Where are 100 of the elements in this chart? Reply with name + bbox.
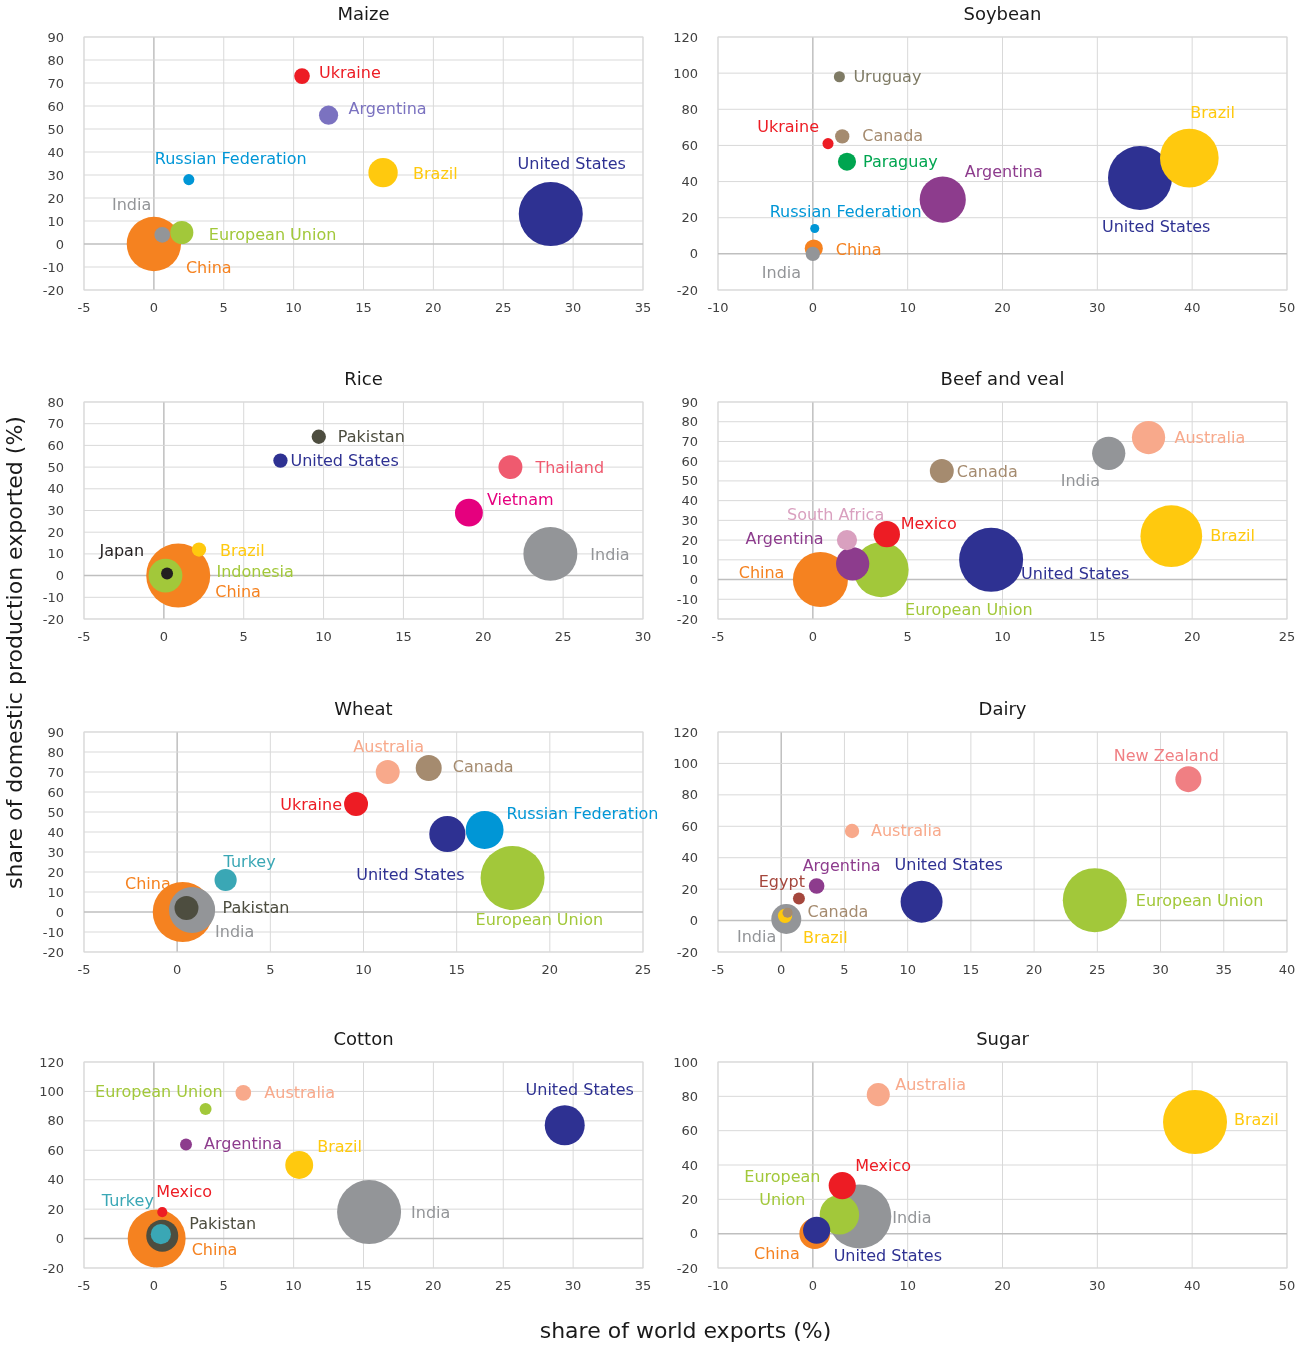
series-label: Brazil — [803, 927, 848, 947]
x-tick-label: -5 — [77, 629, 91, 644]
series-label: Paraguay — [862, 151, 938, 171]
series-label: Argentina — [348, 98, 427, 118]
x-tick-label: -5 — [77, 962, 91, 977]
x-tick-label: 20 — [1183, 629, 1201, 644]
series-label: India — [1060, 470, 1100, 490]
x-tick-label: 20 — [425, 300, 442, 315]
x-tick-label: 50 — [1278, 300, 1296, 315]
series-label: European Union — [208, 224, 337, 243]
y-tick-label: 80 — [681, 787, 698, 803]
y-tick-label: 30 — [47, 503, 64, 518]
series-label: India — [590, 544, 630, 564]
series-label: Russian Federation — [154, 148, 307, 168]
y-tick-label: 80 — [47, 744, 64, 760]
y-tick-label: 60 — [681, 453, 698, 469]
series-label: Canada — [452, 756, 514, 776]
y-tick-label: 100 — [673, 65, 698, 81]
series-label: European Union — [905, 599, 1033, 619]
x-tick-label: -5 — [711, 962, 725, 977]
y-tick-label: 60 — [681, 1123, 698, 1139]
y-tick-label: 70 — [47, 764, 64, 780]
y-tick-label: 40 — [47, 1172, 64, 1188]
y-tick-label: 50 — [47, 459, 64, 475]
chart-title: Beef and veal — [940, 368, 1065, 389]
y-tick-label: 120 — [673, 724, 698, 740]
series-label: Brazil — [317, 1136, 362, 1156]
x-tick-label: 30 — [634, 629, 652, 644]
y-tick-label: 20 — [47, 524, 64, 540]
y-tick-label: 40 — [47, 481, 64, 497]
x-tick-label: -5 — [77, 300, 91, 315]
x-tick-label: 0 — [159, 629, 168, 644]
y-tick-label: 90 — [681, 394, 698, 410]
chart-title: Wheat — [334, 698, 393, 719]
x-tick-label: 5 — [840, 962, 849, 977]
series-label: India — [737, 926, 777, 946]
x-tick-label: 40 — [1278, 962, 1296, 977]
y-tick-label: -20 — [676, 282, 698, 298]
x-axis-title: share of world exports (%) — [539, 1318, 832, 1343]
x-tick-label: 25 — [554, 629, 572, 644]
y-tick-label: 40 — [47, 824, 64, 840]
series-label: United States — [517, 153, 626, 173]
text: Indonesia — [216, 561, 294, 581]
series-label: China — [738, 562, 785, 582]
series-label: Mexico — [900, 513, 957, 533]
series-label: Brazil — [219, 540, 265, 560]
series-label: Japan — [98, 540, 145, 560]
series-label: Ukraine — [280, 794, 343, 814]
y-tick-label: 20 — [47, 190, 64, 206]
x-tick-label: 30 — [1089, 300, 1106, 315]
y-tick-label: 30 — [47, 844, 64, 860]
x-tick-label: 0 — [808, 629, 817, 644]
series-label: Pakistan — [222, 897, 290, 917]
series-label: Australia — [264, 1082, 336, 1102]
y-tick-label: 120 — [39, 1054, 64, 1070]
x-tick-label: 25 — [494, 1278, 512, 1293]
x-tick-label: 30 — [1089, 1278, 1106, 1293]
series-label: Argentina — [964, 161, 1043, 181]
x-tick-label: 5 — [266, 962, 275, 977]
series-label: United States — [1102, 216, 1211, 236]
x-tick-label: 10 — [899, 300, 916, 315]
series-label: India — [111, 194, 152, 214]
x-tick-label: 0 — [149, 1278, 159, 1293]
series-label: Argentina — [745, 528, 824, 548]
x-tick-label: 15 — [355, 1278, 372, 1293]
series-label: Canada — [956, 461, 1018, 481]
series-label: Pakistan — [337, 426, 405, 446]
y-tick-label: -20 — [42, 944, 64, 960]
y-tick-label: 0 — [689, 1226, 698, 1242]
y-tick-label: 80 — [681, 1088, 698, 1104]
series-label: Russian Federation — [506, 803, 659, 823]
x-tick-label: 0 — [149, 300, 159, 315]
y-tick-label: 40 — [681, 850, 698, 866]
series-label: Australia — [353, 736, 425, 756]
y-tick-label: 20 — [681, 532, 698, 548]
x-tick-label: 35 — [634, 1278, 652, 1293]
series-label: Turkey — [222, 851, 276, 871]
series-label: Turkey — [100, 1190, 154, 1210]
y-tick-label: 60 — [681, 137, 698, 153]
series-label: Egypt — [758, 871, 805, 891]
y-tick-label: 10 — [47, 546, 64, 562]
y-tick-label: -10 — [42, 259, 64, 275]
series-label: China — [191, 1239, 238, 1259]
series-label: Vietnam — [486, 489, 554, 509]
series-label: South Africa — [786, 504, 885, 524]
series-label: India — [892, 1207, 932, 1226]
x-tick-label: 20 — [994, 1278, 1011, 1293]
y-tick-label: 70 — [47, 416, 64, 432]
series-label: China — [835, 239, 882, 259]
y-tick-label: 90 — [47, 29, 64, 45]
y-tick-label: 30 — [47, 167, 64, 183]
y-tick-label: 100 — [673, 1054, 698, 1070]
x-tick-label: 30 — [564, 1278, 582, 1293]
series-label: United States — [833, 1245, 942, 1265]
x-tick-label: 15 — [355, 300, 372, 315]
y-tick-label: -20 — [42, 611, 64, 627]
y-tick-label: 60 — [47, 98, 64, 114]
series-label: Australia — [1174, 427, 1246, 447]
x-tick-label: 10 — [355, 962, 372, 977]
y-tick-label: 120 — [673, 29, 698, 45]
